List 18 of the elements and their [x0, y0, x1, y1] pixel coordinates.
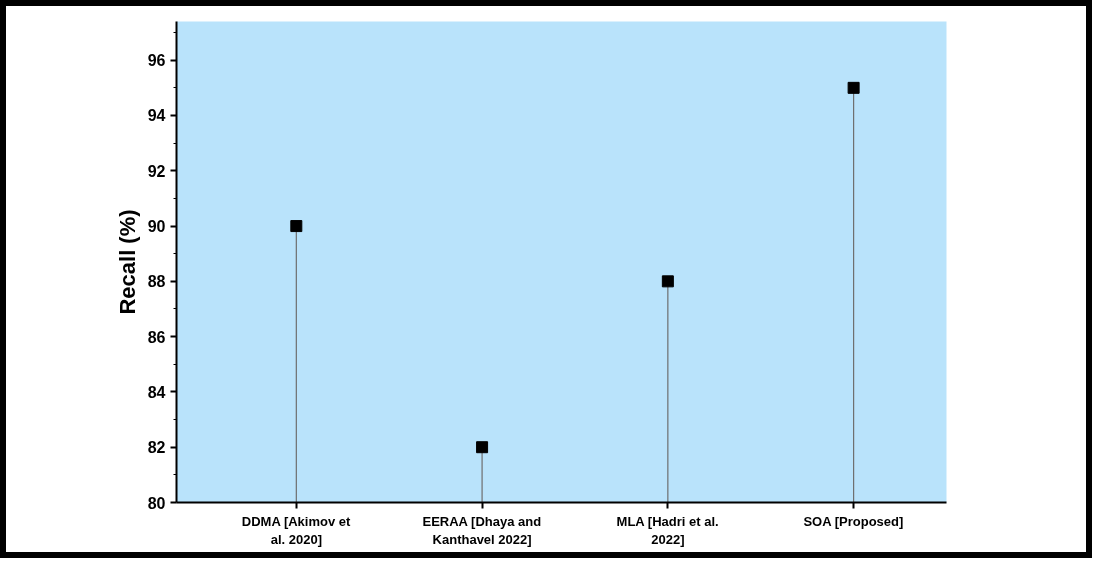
y-tick-label: 96 — [147, 52, 166, 70]
x-tick-label: SOA [Proposed] — [803, 513, 904, 529]
y-tick-label: 92 — [147, 162, 166, 180]
y-tick-label: 80 — [147, 494, 166, 512]
y-tick-label: 90 — [147, 218, 166, 236]
x-tick-label: DDMA [Akimov et al. 2020] — [241, 513, 352, 547]
y-tick-label: 84 — [147, 383, 166, 401]
point — [847, 81, 860, 94]
y-tick-label: 94 — [147, 107, 166, 125]
y-tick-label: 86 — [147, 328, 166, 346]
y-tick-label: 82 — [147, 439, 166, 457]
x-tick-label: EERAA [Dhaya and Kanthavel 2022] — [422, 513, 542, 547]
point — [661, 275, 674, 288]
x-tick-label: MLA [Hadri et al. 2022] — [616, 513, 719, 547]
point — [290, 220, 303, 233]
y-tick-label: 88 — [147, 273, 166, 291]
y-axis-title: Recall (%) — [114, 209, 140, 315]
point — [476, 441, 489, 454]
